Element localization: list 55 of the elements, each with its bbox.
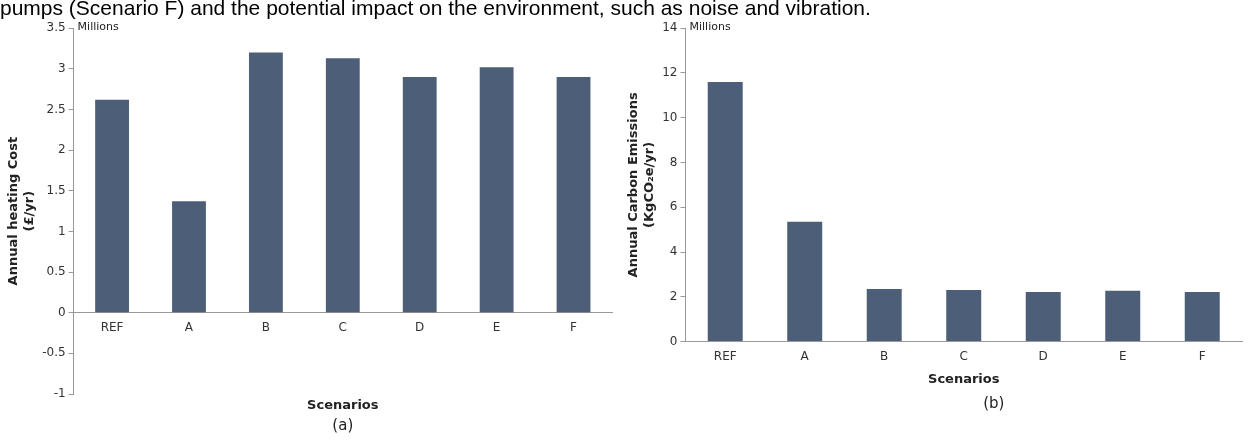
annotation: Millions bbox=[689, 19, 731, 33]
x-tick-label: D bbox=[415, 320, 425, 335]
x-axis-title: Scenarios bbox=[307, 396, 379, 412]
y-axis-title: Annual heating Cost (£/yr) bbox=[5, 136, 36, 286]
bar bbox=[1184, 291, 1220, 342]
x-axis-title: Scenarios bbox=[928, 371, 1000, 387]
x-tick-label: B bbox=[880, 348, 889, 363]
bar bbox=[1025, 291, 1061, 342]
y-tick-label: -0.5 bbox=[42, 345, 66, 360]
bar bbox=[556, 76, 591, 313]
x-tick-label: A bbox=[184, 320, 194, 335]
y-tick-label: 2.5 bbox=[46, 101, 66, 116]
bar bbox=[325, 58, 360, 313]
bar bbox=[172, 201, 206, 313]
bar bbox=[1105, 290, 1141, 342]
text: (a) bbox=[332, 416, 354, 435]
x-tick-label: A bbox=[800, 348, 810, 363]
bar bbox=[707, 81, 743, 342]
x-tick-label: REF bbox=[713, 348, 737, 363]
y-tick-label: 14 bbox=[662, 20, 678, 35]
annotation: Millions bbox=[77, 19, 120, 33]
x-tick-label: B bbox=[261, 320, 271, 335]
bar bbox=[402, 76, 437, 313]
bar bbox=[946, 290, 982, 342]
y-tick-label: -1 bbox=[53, 386, 66, 401]
y-tick-label: 12 bbox=[662, 65, 678, 80]
y-axis-title: Annual Carbon Emissions (KgCO₂e/yr) bbox=[625, 92, 656, 278]
y-tick-label: 3 bbox=[57, 60, 66, 75]
x-tick-label: REF bbox=[100, 320, 124, 335]
text: (b) bbox=[983, 393, 1005, 412]
y-tick-label: 3.5 bbox=[46, 20, 66, 35]
x-tick-label: C bbox=[338, 320, 347, 335]
y-tick-label: 8 bbox=[669, 154, 678, 169]
x-tick-label: D bbox=[1038, 348, 1048, 363]
y-tick-label: 1 bbox=[57, 223, 66, 238]
bar bbox=[787, 221, 823, 342]
y-tick-label: 2 bbox=[669, 288, 678, 303]
x-tick-label: E bbox=[492, 320, 501, 335]
x-tick-label: F bbox=[1198, 348, 1206, 363]
x-tick-label: E bbox=[1118, 348, 1127, 363]
text: pumps (Scenario F) and the potential impact on the environment, such as noise and vibration. bbox=[0, 0, 871, 19]
y-tick-label: 10 bbox=[662, 109, 678, 124]
x-tick-label: C bbox=[959, 348, 968, 363]
bar bbox=[248, 52, 283, 313]
y-tick-label: 2 bbox=[57, 142, 66, 157]
bar bbox=[95, 99, 129, 313]
y-tick-label: 4 bbox=[669, 244, 678, 259]
bar bbox=[479, 67, 514, 313]
x-tick-label: F bbox=[570, 320, 578, 335]
bar bbox=[866, 288, 902, 342]
y-tick-label: 6 bbox=[669, 199, 678, 214]
y-tick-label: 1.5 bbox=[46, 182, 66, 197]
y-tick-label: 0 bbox=[669, 333, 678, 348]
y-tick-label: 0.5 bbox=[46, 264, 66, 279]
y-tick-label: 0 bbox=[57, 304, 66, 319]
